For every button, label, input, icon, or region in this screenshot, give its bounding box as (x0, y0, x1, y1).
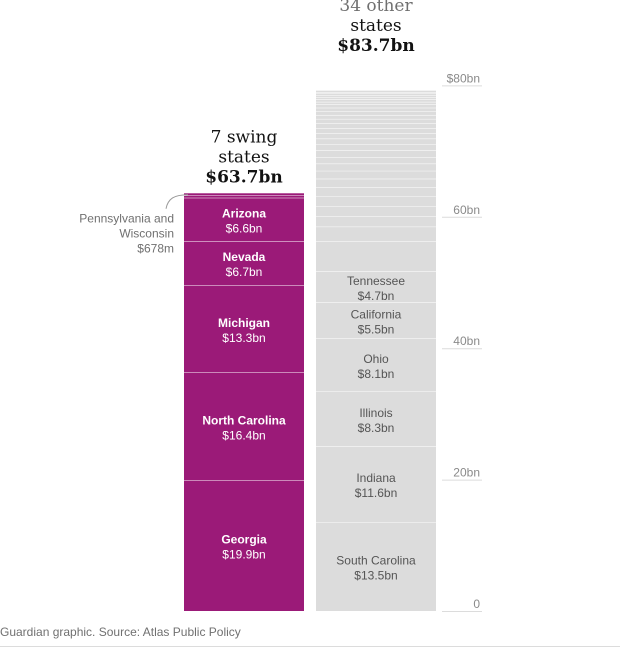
bar-segment-other-22 (316, 118, 436, 124)
annotation-text: $678m (137, 242, 174, 256)
bar-segment-other-26 (316, 104, 436, 108)
segment-name-michigan: Michigan (218, 316, 270, 330)
bar-segment-illinois (316, 391, 436, 447)
bar-segment-other-31 (316, 93, 436, 96)
bar-segment-other-7 (316, 226, 436, 242)
segment-name-tennessee: Tennessee (347, 274, 405, 288)
bar-segment-other-30 (316, 95, 436, 98)
segment-value-georgia: $19.9bn (222, 548, 265, 562)
y-tick-label: 0 (473, 597, 480, 611)
segment-name-california: California (351, 307, 402, 321)
segment-name-georgia: Georgia (221, 533, 267, 547)
bar-segment-other-32 (316, 91, 436, 94)
y-tick-label: 20bn (453, 466, 480, 480)
bar-segment-indiana (316, 446, 436, 523)
bar-segment-other-15 (316, 157, 436, 164)
bar-segment-other-14 (316, 163, 436, 171)
segment-name-south-carolina: South Carolina (336, 554, 416, 568)
segment-value-indiana: $11.6bn (355, 486, 398, 500)
stack-title-line: 7 swing (211, 127, 278, 147)
segment-value-south-carolina: $13.5bn (354, 569, 397, 583)
y-tick-label: $80bn (447, 71, 480, 85)
footer-divider (0, 646, 620, 647)
stack-title-line: 34 other (339, 0, 413, 16)
bar-segment-south-carolina (316, 522, 436, 611)
bar-segment-other-17 (316, 144, 436, 151)
bar-segment-other-20 (316, 128, 436, 134)
bar-segment-other-10 (316, 196, 436, 207)
bar-segment-other-25 (316, 107, 436, 112)
bar-segment-ohio (316, 338, 436, 392)
bar-segment-other-33 (316, 90, 436, 92)
bar-segment-other-8 (316, 216, 436, 227)
segment-value-arizona: $6.6bn (226, 221, 263, 235)
segment-value-tennessee: $4.7bn (358, 289, 395, 303)
segment-value-nevada: $6.7bn (226, 265, 263, 279)
bar-segment-north-carolina (184, 372, 304, 481)
bar-segment-georgia (184, 480, 304, 611)
annotation-text: Pennsylvania and (79, 212, 174, 226)
segment-value-california: $5.5bn (358, 322, 395, 336)
source-note: Guardian graphic. Source: Atlas Public P… (0, 625, 241, 639)
bar-segment-other-24 (316, 111, 436, 115)
segment-value-ohio: $8.1bn (358, 367, 395, 381)
bar-segment-other-6 (316, 241, 436, 272)
y-tick-label: 60bn (453, 203, 480, 217)
bar-segment-other-13 (316, 170, 436, 179)
stacked-bar-chart: 0 20bn 40bn 60bn $80bn Georgia$19.9bn North Ca… (79, 0, 482, 612)
bar-segment-other-19 (316, 133, 436, 139)
segment-name-nevada: Nevada (223, 250, 266, 264)
bar-segment-other-27 (316, 101, 436, 105)
segment-name-indiana: Indiana (356, 471, 396, 485)
bar-segment-other-11 (316, 187, 436, 197)
bar-segment-other-23 (316, 114, 436, 119)
bar-segment-other-29 (316, 97, 436, 100)
bar-segment-tennessee (316, 271, 436, 303)
bar-segment-pennsylvania (184, 195, 304, 198)
bar-segment-california (316, 302, 436, 339)
bar-segment-other-12 (316, 178, 436, 188)
stack-title-line: states (350, 16, 401, 36)
annotation-leader-line (165, 194, 189, 209)
stack-title-line: $83.7bn (337, 36, 414, 56)
bar-segment-other-18 (316, 138, 436, 145)
segment-value-north-carolina: $16.4bn (222, 428, 265, 442)
segment-value-michigan: $13.3bn (222, 331, 265, 345)
stack-title-line: $63.7bn (205, 167, 282, 187)
bar-segment-wisconsin (184, 193, 304, 196)
y-tick-label: 40bn (453, 334, 480, 348)
bar-segment-other-9 (316, 206, 436, 217)
bar-segment-michigan (184, 285, 304, 373)
bar-segment-other-28 (316, 99, 436, 102)
segment-name-illinois: Illinois (359, 406, 392, 420)
bar-segment-other-21 (316, 123, 436, 129)
bar-segment-other-16 (316, 150, 436, 158)
segment-name-north-carolina: North Carolina (202, 413, 286, 427)
bar-segment-arizona (184, 197, 304, 242)
segment-name-ohio: Ohio (363, 352, 389, 366)
segment-value-illinois: $8.3bn (358, 421, 395, 435)
segment-name-arizona: Arizona (222, 206, 266, 220)
bar-segment-nevada (184, 241, 304, 286)
annotation-text: Wisconsin (119, 227, 174, 241)
stack-title-line: states (218, 147, 269, 167)
